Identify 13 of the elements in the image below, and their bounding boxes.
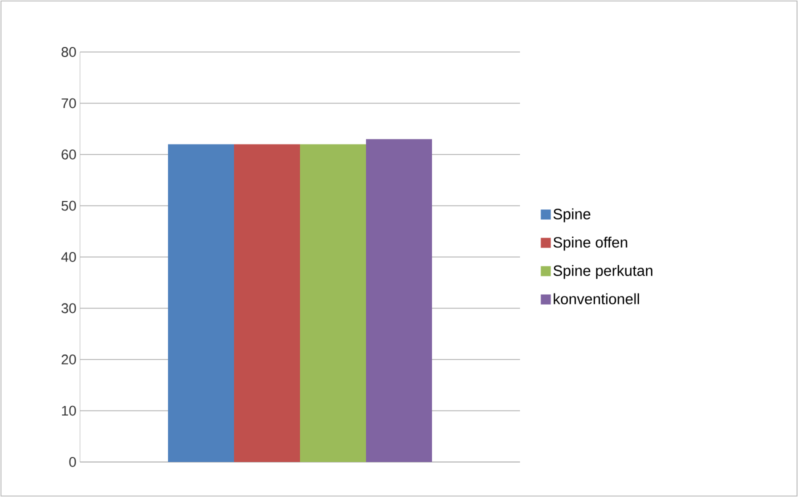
legend-label: Spine perkutan (553, 264, 652, 279)
y-tick-label: 70 (62, 98, 76, 108)
legend-label: Spine (553, 208, 590, 222)
y-tick-label: 80 (62, 47, 76, 57)
y-tick-label: 40 (61, 252, 76, 262)
y-tick-label: 0 (69, 457, 76, 467)
y-tick-label: 10 (62, 406, 76, 416)
y-tick-label: 20 (62, 354, 76, 364)
legend-label: Spine offen (553, 236, 628, 251)
legend-label: konventionell (554, 293, 639, 304)
y-tick-label: 50 (62, 200, 76, 211)
y-tick-label: 30 (61, 303, 76, 314)
y-tick-label: 60 (62, 150, 76, 160)
